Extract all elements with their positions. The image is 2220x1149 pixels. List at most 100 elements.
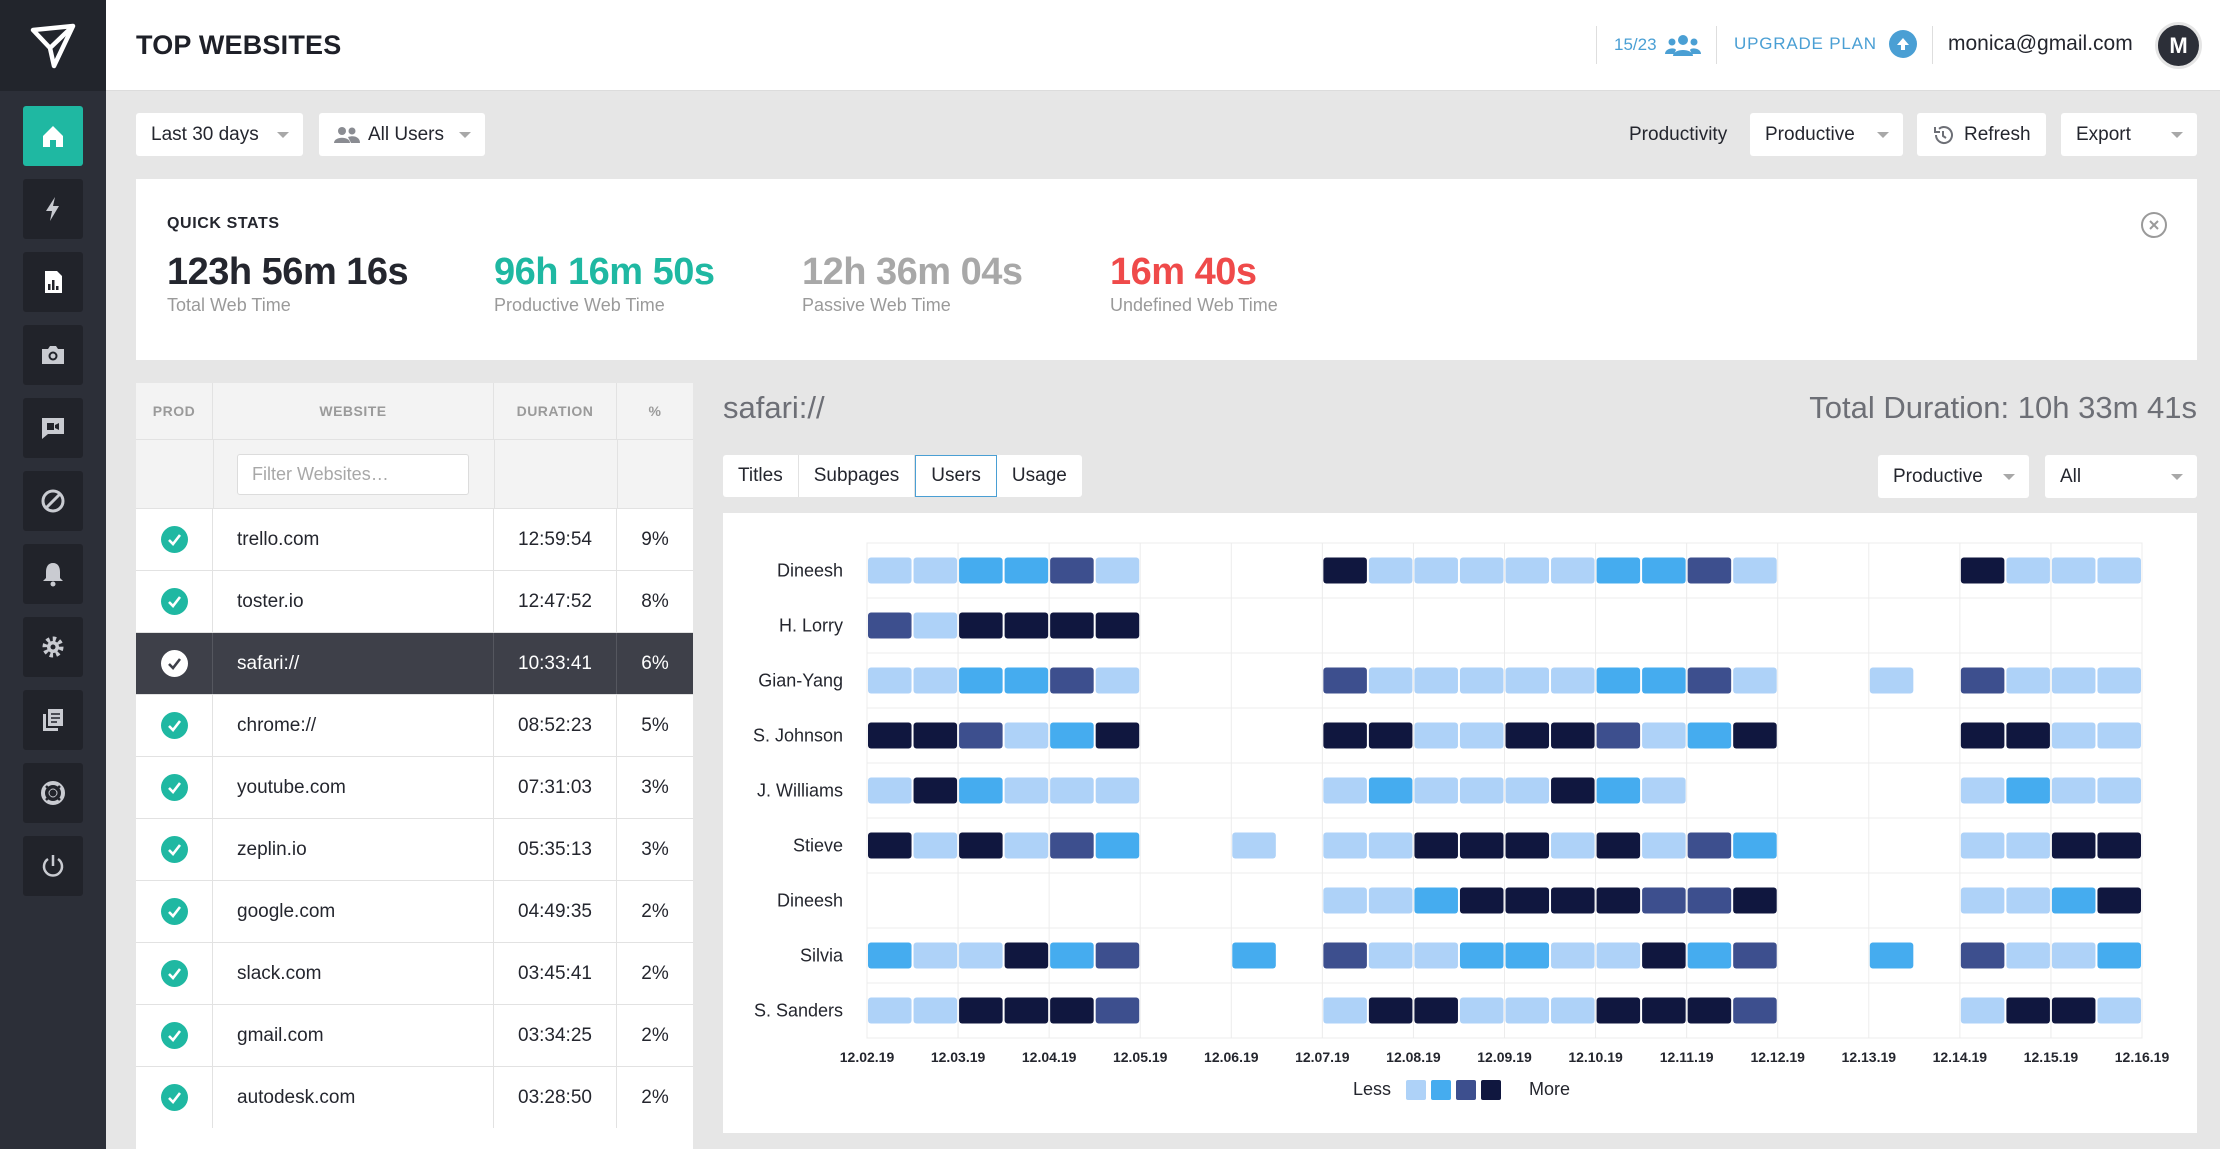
heatmap-cell: [1050, 777, 1094, 804]
table-row[interactable]: zeplin.io 05:35:13 3%: [136, 818, 693, 880]
heatmap-cell: [1687, 887, 1732, 914]
legend-swatch: [1456, 1080, 1476, 1100]
heatmap-cell: [1368, 997, 1413, 1024]
heatmap-cell: [1368, 667, 1413, 694]
heatmap-cell: [868, 612, 912, 639]
heatmap-cell: [1323, 667, 1367, 694]
heatmap-cell: [1551, 887, 1595, 914]
chart-productivity-dropdown[interactable]: Productive: [1878, 455, 2029, 498]
heatmap-cell: [1551, 722, 1595, 749]
nav-support[interactable]: [23, 763, 83, 823]
table-row[interactable]: trello.com 12:59:54 9%: [136, 508, 693, 570]
nav-screenshots[interactable]: [23, 325, 83, 385]
column-header-website[interactable]: WEBSITE: [213, 383, 494, 439]
nav-reports[interactable]: [23, 252, 83, 312]
close-icon: [2149, 220, 2159, 230]
docs-icon: [43, 709, 63, 731]
check-circle-icon: [160, 774, 188, 801]
upgrade-plan-button[interactable]: UPGRADE PLAN: [1734, 30, 1917, 58]
check-circle-icon: [160, 588, 188, 615]
heatmap-cell: [1323, 887, 1367, 914]
productivity-dropdown[interactable]: Productive: [1750, 113, 1903, 156]
table-row[interactable]: google.com 04:49:35 2%: [136, 880, 693, 942]
nav-meetings[interactable]: [23, 398, 83, 458]
heatmap-cell: [1095, 832, 1140, 859]
row-label: J. Williams: [757, 781, 843, 801]
heatmap-cell: [1459, 722, 1504, 749]
close-button[interactable]: [2141, 212, 2167, 238]
detail-tabs: Titles Subpages Users Usage: [723, 455, 1082, 497]
x-tick-label: 12.12.19: [1750, 1049, 1805, 1065]
column-header-duration[interactable]: DURATION: [494, 383, 617, 439]
refresh-button[interactable]: Refresh: [1917, 113, 2046, 156]
stat-label: Productive Web Time: [494, 295, 665, 315]
date-range-dropdown[interactable]: Last 30 days: [136, 113, 303, 156]
stat-passive: 12h 36m 04s Passive Web Time: [802, 251, 1023, 316]
heatmap-cell: [1642, 667, 1686, 694]
tab-subpages[interactable]: Subpages: [799, 455, 916, 497]
column-header-percent[interactable]: %: [617, 383, 693, 439]
x-tick-label: 12.14.19: [1933, 1049, 1988, 1065]
heatmap-cell: [1004, 832, 1049, 859]
website-cell: google.com: [213, 881, 494, 942]
refresh-label: Refresh: [1964, 123, 2031, 145]
filter-websites-input[interactable]: [237, 454, 469, 495]
heatmap-cell: [1368, 777, 1413, 804]
heatmap-cell: [1642, 777, 1686, 804]
table-row[interactable]: chrome://08:52:23 5%: [136, 694, 693, 756]
tab-usage[interactable]: Usage: [1011, 465, 1067, 486]
quick-stats-panel: QUICK STATS 123h 56m 16s Total Web Time …: [136, 179, 2197, 360]
heatmap-cell: [1505, 667, 1550, 694]
tab-users[interactable]: Users: [915, 455, 997, 497]
user-email[interactable]: monica@gmail.com: [1948, 32, 2133, 55]
table-row[interactable]: slack.com 03:45:41 2%: [136, 942, 693, 1004]
export-dropdown[interactable]: Export: [2061, 113, 2197, 156]
nav-settings[interactable]: [23, 617, 83, 677]
table-row[interactable]: gmail.com 03:34:25 2%: [136, 1004, 693, 1066]
nav-activity[interactable]: [23, 179, 83, 239]
nav-documents[interactable]: [23, 690, 83, 750]
nav-alerts[interactable]: [23, 544, 83, 604]
bell-icon: [43, 563, 63, 587]
table-row[interactable]: autodesk.com 03:28:50 2%: [136, 1066, 693, 1128]
heatmap-cell: [913, 722, 958, 749]
check-circle-icon: [160, 1084, 188, 1111]
website-cell: slack.com: [213, 943, 494, 1004]
heatmap-cell: [959, 557, 1003, 584]
column-header-prod[interactable]: PROD: [136, 383, 213, 439]
duration-cell: 03:45:41: [494, 943, 617, 1004]
tab-titles[interactable]: Titles: [723, 455, 799, 497]
heatmap-cell: [868, 942, 912, 969]
heatmap-cell: [1960, 557, 2005, 584]
table-row[interactable]: youtube.com 07:31:03 3%: [136, 756, 693, 818]
avatar[interactable]: M: [2155, 22, 2202, 69]
seats-indicator[interactable]: 15/23: [1614, 33, 1701, 57]
heatmap-cell: [868, 557, 912, 584]
block-icon: [41, 489, 65, 513]
percent-cell: 2%: [641, 962, 669, 984]
table-row[interactable]: safari://10:33:41 6%: [136, 632, 693, 694]
nav-home[interactable]: [23, 106, 83, 166]
chart-scope-dropdown[interactable]: All: [2045, 455, 2197, 498]
x-tick-label: 12.08.19: [1386, 1049, 1441, 1065]
nav-logout[interactable]: [23, 836, 83, 896]
row-label: Dineesh: [777, 561, 843, 581]
check-circle-icon: [160, 650, 188, 677]
row-label: Silvia: [800, 946, 844, 966]
caret-down-icon: [1877, 132, 1889, 138]
heatmap-cell: [1095, 997, 1140, 1024]
users-dropdown[interactable]: All Users: [319, 113, 485, 156]
heatmap-cell: [1095, 667, 1140, 694]
lightning-icon: [46, 197, 59, 221]
stat-value: 12h 36m 04s: [802, 251, 1023, 293]
heatmap-cell: [1733, 667, 1777, 694]
check-circle-icon: [160, 526, 188, 553]
nav-blocked[interactable]: [23, 471, 83, 531]
heatmap-cell: [1414, 887, 1458, 914]
prod-cell: [136, 1005, 213, 1066]
websites-table: PROD WEBSITE DURATION % trello.com12:59:…: [136, 383, 693, 1149]
table-row[interactable]: toster.io 12:47:52 8%: [136, 570, 693, 632]
page-title: TOP WEBSITES: [136, 30, 342, 60]
heatmap-cell: [1960, 777, 2005, 804]
app-logo[interactable]: [0, 0, 106, 91]
